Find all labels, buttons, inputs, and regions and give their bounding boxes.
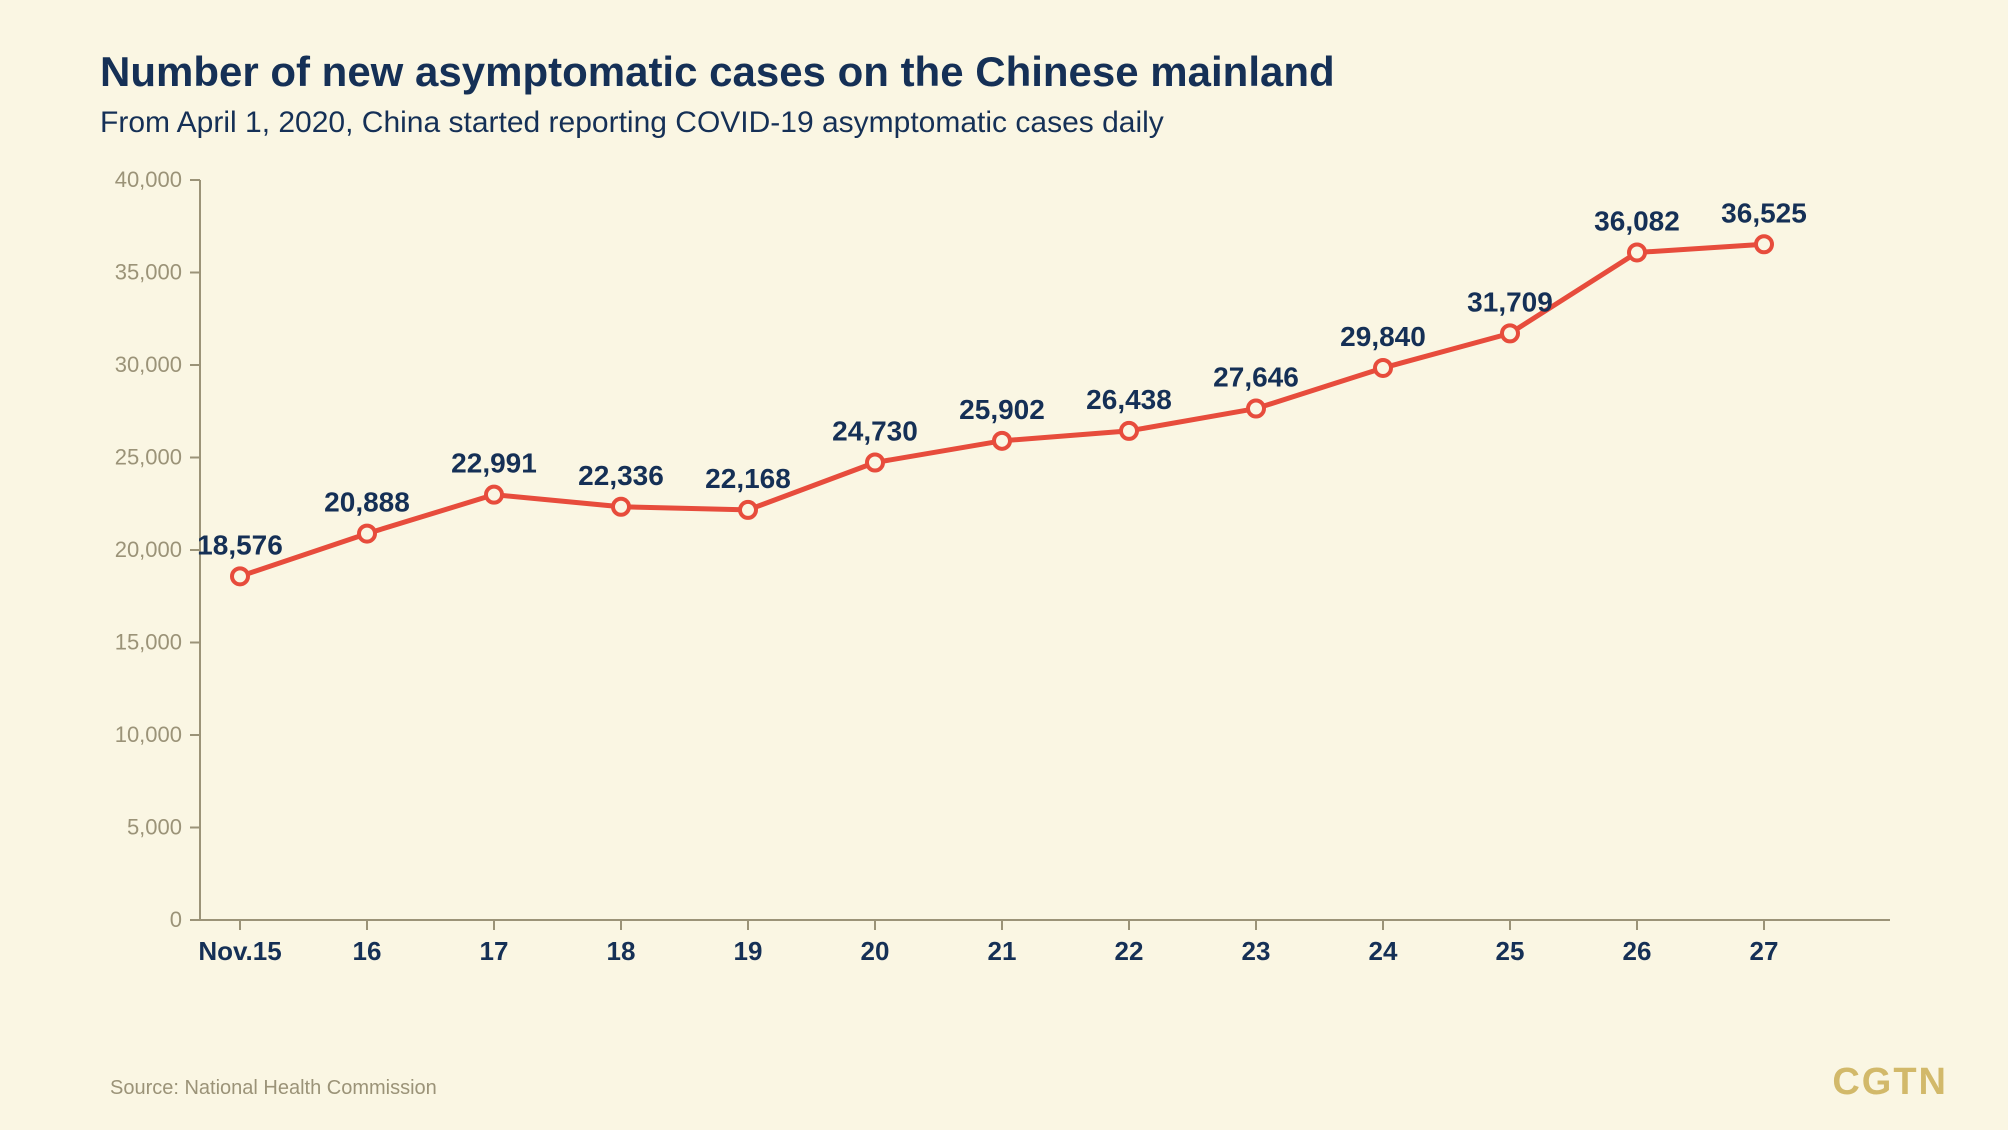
chart-subtitle: From April 1, 2020, China started report… [100,106,1908,140]
x-tick-label: 23 [1242,936,1271,966]
chart-plot-area: 0 5,000 10,000 15,000 20,000 25,000 30,000 35,0… [100,160,1908,990]
data-marker [1756,236,1772,252]
data-label: 36,525 [1721,197,1807,228]
data-label: 22,168 [705,463,791,494]
x-tick-label: Nov.15 [198,936,281,966]
y-tick-label: 30,000 [115,352,182,377]
y-tick-label: 25,000 [115,445,182,470]
x-tick-label: 16 [353,936,382,966]
data-marker [359,526,375,542]
data-label: 18,576 [197,529,283,560]
x-tick-label: 22 [1115,936,1144,966]
y-tick-label: 35,000 [115,260,182,285]
y-tick-label: 0 [170,907,182,932]
data-marker [232,568,248,584]
x-tick-label: 19 [734,936,763,966]
x-tick-label: 21 [988,936,1017,966]
data-label: 29,840 [1340,321,1426,352]
data-label: 25,902 [959,394,1045,425]
x-tick-label: 18 [607,936,636,966]
data-marker [1248,401,1264,417]
x-tick-label: 27 [1750,936,1779,966]
x-tick-label: 26 [1623,936,1652,966]
data-marker [1375,360,1391,376]
data-marker [867,454,883,470]
data-label: 27,646 [1213,362,1299,393]
source-text: Source: National Health Commission [110,1077,437,1100]
data-label: 36,082 [1594,205,1680,236]
y-tick-label: 40,000 [115,167,182,192]
chart-title: Number of new asymptomatic cases on the … [100,48,1908,96]
x-tick-label: 25 [1496,936,1525,966]
data-marker [994,433,1010,449]
data-label: 20,888 [324,487,410,518]
x-tick-label: 17 [480,936,509,966]
data-marker [1121,423,1137,439]
data-label: 26,438 [1086,384,1172,415]
brand-logo: CGTN [1832,1061,1948,1104]
data-label: 24,730 [832,415,918,446]
x-tick-label: 24 [1369,936,1398,966]
y-tick-label: 10,000 [115,722,182,747]
data-label: 22,991 [451,448,537,479]
data-label: 22,336 [578,460,664,491]
data-marker [613,499,629,515]
data-marker [740,502,756,518]
data-label: 31,709 [1467,286,1553,317]
data-marker [1502,325,1518,341]
x-tick-label: 20 [861,936,890,966]
y-tick-label: 20,000 [115,537,182,562]
data-marker [1629,244,1645,260]
y-tick-label: 15,000 [115,630,182,655]
chart-container: Number of new asymptomatic cases on the … [0,0,2008,1130]
y-tick-label: 5,000 [127,815,182,840]
data-marker [486,487,502,503]
line-chart-svg: 0 5,000 10,000 15,000 20,000 25,000 30,000 35,0… [100,160,1908,990]
